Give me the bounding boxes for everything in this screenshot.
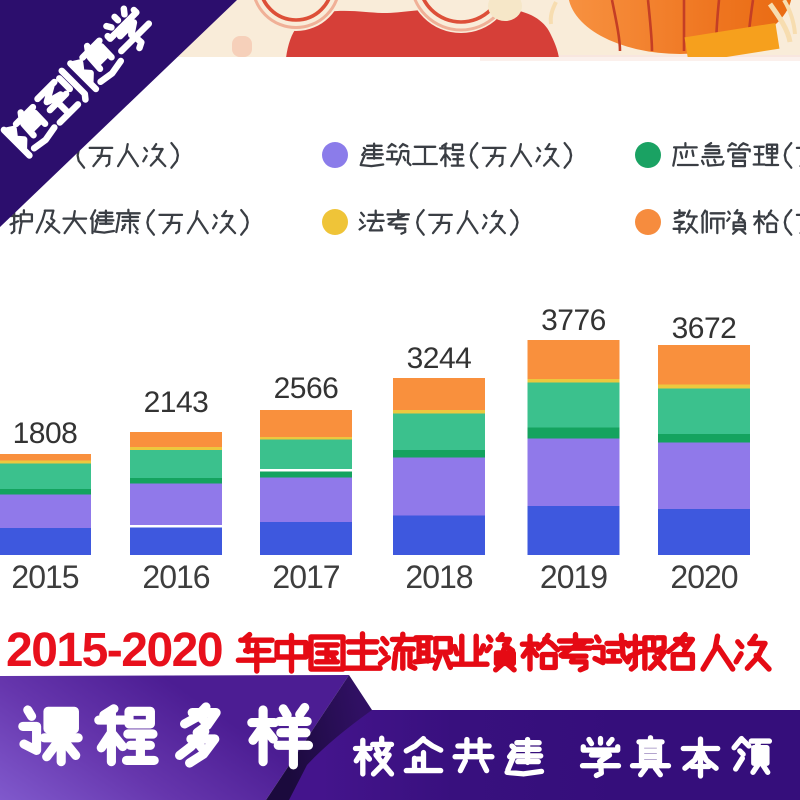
svg-text:2017: 2017 bbox=[272, 559, 339, 595]
svg-text:2015: 2015 bbox=[11, 559, 78, 595]
svg-text:2143: 2143 bbox=[144, 386, 209, 419]
svg-text:2566: 2566 bbox=[274, 372, 339, 405]
svg-text:3672: 3672 bbox=[672, 312, 737, 345]
svg-text:2015-2020: 2015-2020 bbox=[6, 624, 222, 677]
svg-text:3776: 3776 bbox=[541, 304, 606, 337]
svg-text:2016: 2016 bbox=[142, 559, 209, 595]
svg-text:2018: 2018 bbox=[405, 559, 472, 595]
svg-text:3244: 3244 bbox=[407, 342, 472, 375]
svg-text:1808: 1808 bbox=[13, 417, 78, 450]
svg-text:2019: 2019 bbox=[540, 559, 607, 595]
svg-text:2020: 2020 bbox=[670, 559, 737, 595]
